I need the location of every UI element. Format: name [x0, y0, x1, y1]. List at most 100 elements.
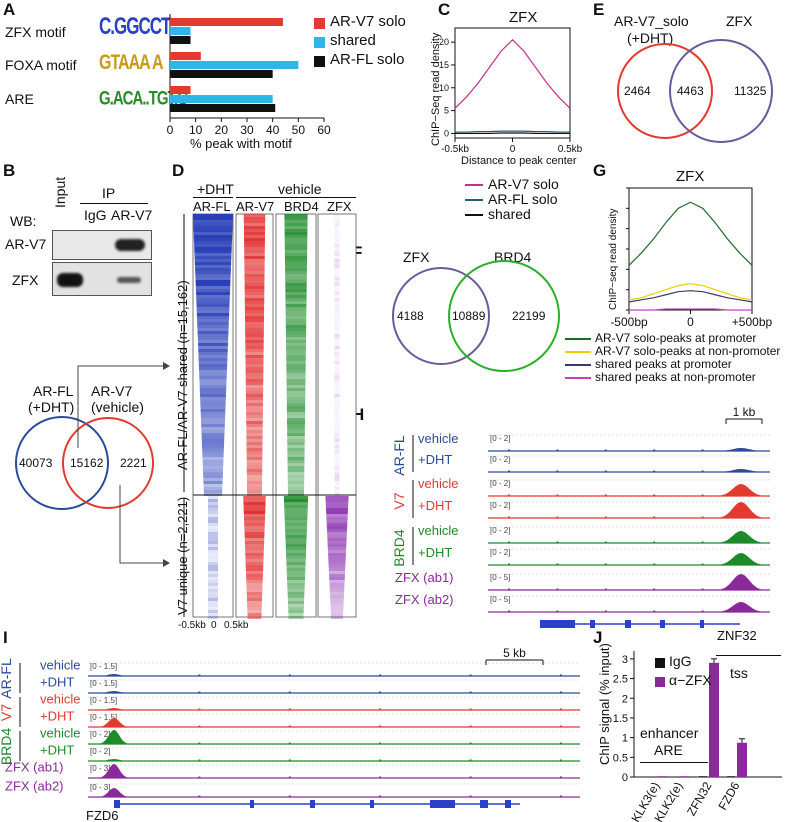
- track-noise: [556, 610, 559, 612]
- heatmap-band: [334, 247, 340, 250]
- track-range: [0 - 2]: [90, 747, 110, 756]
- b-wb-label: WB:: [10, 213, 37, 229]
- track-noise: [198, 691, 201, 693]
- heatmap-band: [243, 499, 266, 502]
- venn-count: 2221: [120, 456, 147, 470]
- heatmap-band: [286, 400, 306, 403]
- heatmap-band: [244, 541, 265, 544]
- y-tick-label: 0: [444, 128, 449, 138]
- y-tick-label: 15: [439, 60, 449, 70]
- track-range: [0 - 5]: [490, 573, 510, 582]
- gene-exon: [250, 800, 254, 808]
- gene-exon: [310, 800, 315, 808]
- arrow-head: [163, 362, 170, 370]
- heatmap-band: [334, 295, 340, 298]
- track-condition-label: vehicle: [40, 726, 80, 741]
- track-noise: [556, 588, 559, 590]
- heatmap-band: [334, 391, 340, 394]
- legend-label: shared peaks at promoter: [595, 357, 732, 371]
- track-noise: [288, 759, 291, 761]
- track-peak: [721, 502, 761, 518]
- heatmap-band: [208, 499, 218, 502]
- heatmap-band: [286, 394, 306, 397]
- heatmap-band: [285, 526, 307, 529]
- heatmap-band: [246, 478, 263, 481]
- heatmap-band: [202, 466, 224, 469]
- heatmap-band: [196, 307, 230, 310]
- heatmap-band: [202, 469, 224, 472]
- track-noise: [556, 449, 559, 451]
- heatmap-band: [334, 265, 340, 268]
- heatmap-band: [328, 559, 346, 562]
- heatmap-band: [246, 457, 263, 460]
- heatmap-band: [286, 406, 306, 409]
- heatmap-band: [246, 484, 263, 487]
- heatmap-band: [284, 217, 308, 220]
- track-noise: [750, 470, 752, 472]
- heatmap-band: [284, 514, 308, 517]
- heatmap-band: [244, 238, 265, 241]
- track-noise: [198, 776, 201, 778]
- heatmap-band: [200, 406, 226, 409]
- b-ip-label: IP: [102, 185, 116, 201]
- track-range: [0 - 1.5]: [90, 679, 117, 688]
- heatmap-band: [334, 241, 340, 244]
- heatmap-band: [284, 244, 308, 247]
- heatmap-band: [194, 247, 232, 250]
- heatmap-band: [329, 580, 345, 583]
- heatmap-band: [193, 223, 233, 226]
- heatmap-band: [334, 412, 340, 415]
- heatmap-band: [243, 226, 266, 229]
- heatmap-band: [243, 232, 266, 235]
- track-range: [0 - 2]: [490, 455, 510, 464]
- motif-logo: G.ACA..TGT.C: [99, 87, 188, 110]
- heatmap-band: [197, 328, 229, 331]
- heatmap-band: [334, 481, 340, 484]
- heatmap-band: [244, 520, 265, 523]
- track-range: [0 - 1.5]: [90, 662, 117, 671]
- heatmap-band: [202, 448, 224, 451]
- heatmap-band: [244, 253, 265, 256]
- heatmap-band: [285, 310, 307, 313]
- gene-exon: [660, 620, 665, 628]
- track-noise: [379, 742, 382, 744]
- heatmap-band: [334, 325, 340, 328]
- heatmap-band: [285, 538, 307, 541]
- heatmap-band: [334, 379, 340, 382]
- heatmap-band: [243, 505, 266, 508]
- heatmap-band: [287, 445, 305, 448]
- track-range: [0 - 1.5]: [90, 696, 117, 705]
- heatmap-band: [198, 364, 228, 367]
- heatmap-band: [334, 244, 340, 247]
- heatmap-band: [327, 535, 347, 538]
- heatmap-band: [245, 559, 264, 562]
- heatmap-band: [201, 439, 225, 442]
- heatmap-band: [334, 352, 340, 355]
- track-group-label: V7: [0, 704, 14, 721]
- gene-exon: [700, 620, 704, 628]
- track-noise: [750, 541, 752, 543]
- heatmap-band: [286, 553, 306, 556]
- heatmap-band: [247, 490, 262, 493]
- heatmap-band: [330, 610, 344, 613]
- heatmap-band: [245, 367, 264, 370]
- heatmap-band: [286, 346, 306, 349]
- track-noise: [379, 708, 382, 710]
- heatmap-band: [193, 217, 233, 220]
- heatmap-band: [286, 352, 306, 355]
- heatmap-band: [203, 490, 223, 493]
- heatmap-band: [334, 463, 340, 466]
- heatmap-band: [208, 535, 218, 538]
- heatmap-band: [246, 589, 263, 592]
- heatmap-band: [285, 328, 307, 331]
- heatmap-band: [287, 439, 305, 442]
- heatmap-band: [247, 616, 262, 619]
- track-noise: [469, 742, 472, 744]
- heatmap-band: [245, 319, 264, 322]
- heatmap-band: [287, 595, 305, 598]
- heatmap-band: [244, 535, 265, 538]
